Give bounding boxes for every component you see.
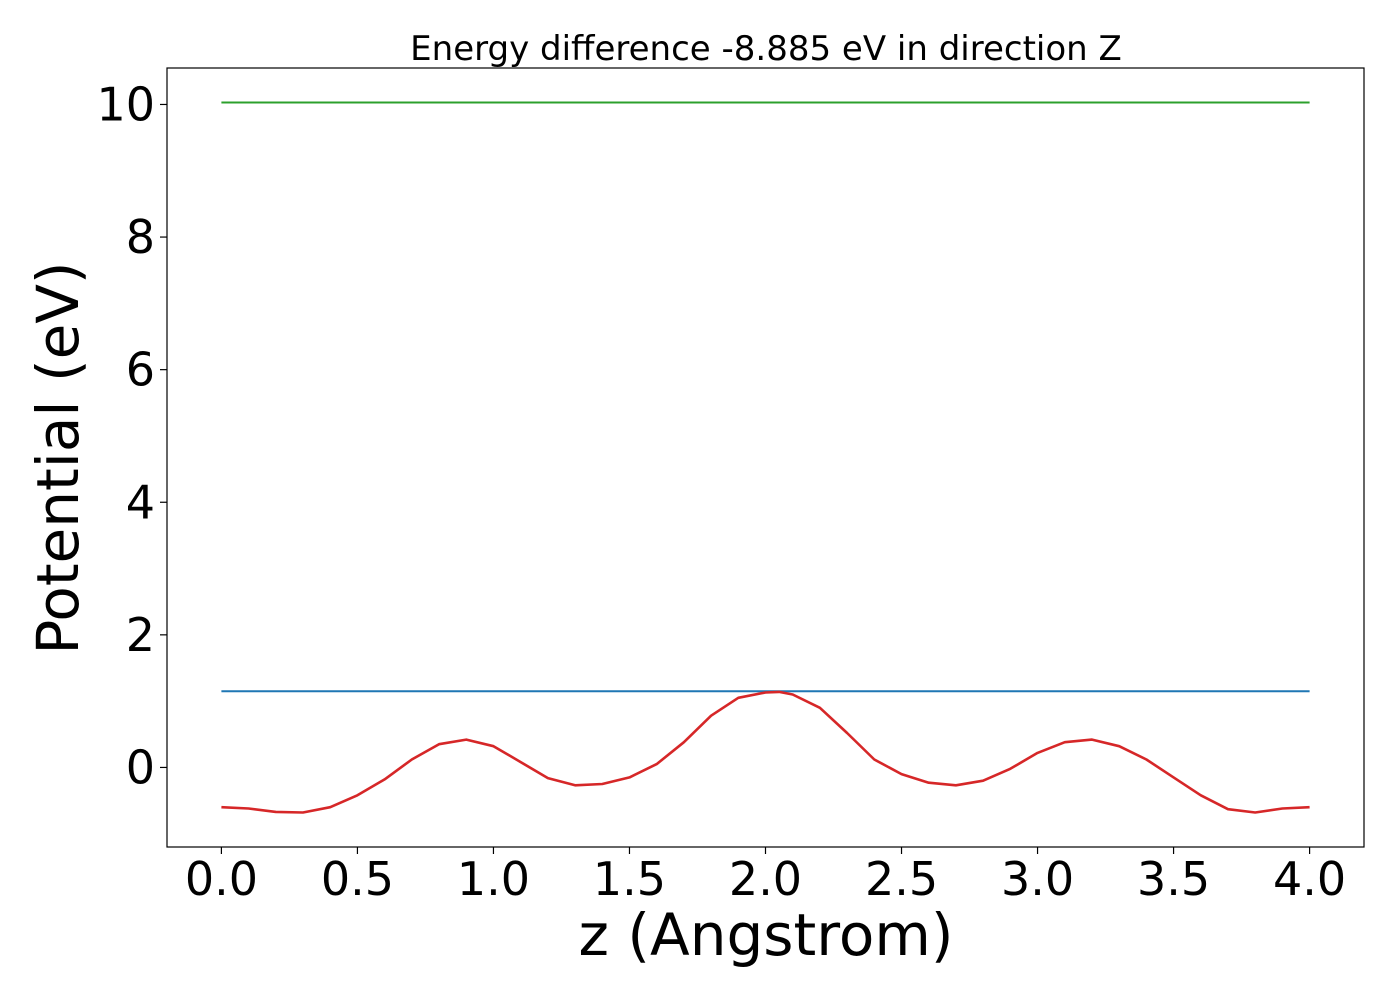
x-tick-label: 1.0 (457, 852, 530, 906)
x-tick-label: 1.5 (593, 852, 666, 906)
plot-area (166, 67, 1365, 848)
y-axis: 0 2 4 6 8 10 (96, 77, 167, 794)
y-axis-label: Potential (eV) (24, 261, 92, 654)
y-tick-label: 10 (96, 77, 155, 131)
chart-title: Energy difference -8.885 eV in direction… (410, 29, 1122, 69)
plot-frame (166, 67, 1365, 848)
x-tick-label: 2.0 (729, 852, 802, 906)
series-line-3 (221, 690, 1310, 814)
x-tick-label: 2.5 (865, 852, 938, 906)
y-tick-label: 4 (126, 475, 155, 529)
x-tick-label: 0.5 (321, 852, 394, 906)
x-axis: 0.0 0.5 1.0 1.5 2.0 2.5 3.0 3.5 4.0 (185, 847, 1346, 906)
x-axis-label: z (Angstrom) (579, 901, 954, 969)
y-tick-label: 2 (126, 608, 155, 662)
x-tick-label: 3.0 (1001, 852, 1074, 906)
y-tick-label: 0 (126, 740, 155, 794)
y-tick-label: 8 (126, 210, 155, 264)
x-tick-label: 0.0 (185, 852, 258, 906)
y-tick-label: 6 (126, 343, 155, 397)
x-tick-label: 4.0 (1273, 852, 1346, 906)
x-tick-label: 3.5 (1137, 852, 1210, 906)
